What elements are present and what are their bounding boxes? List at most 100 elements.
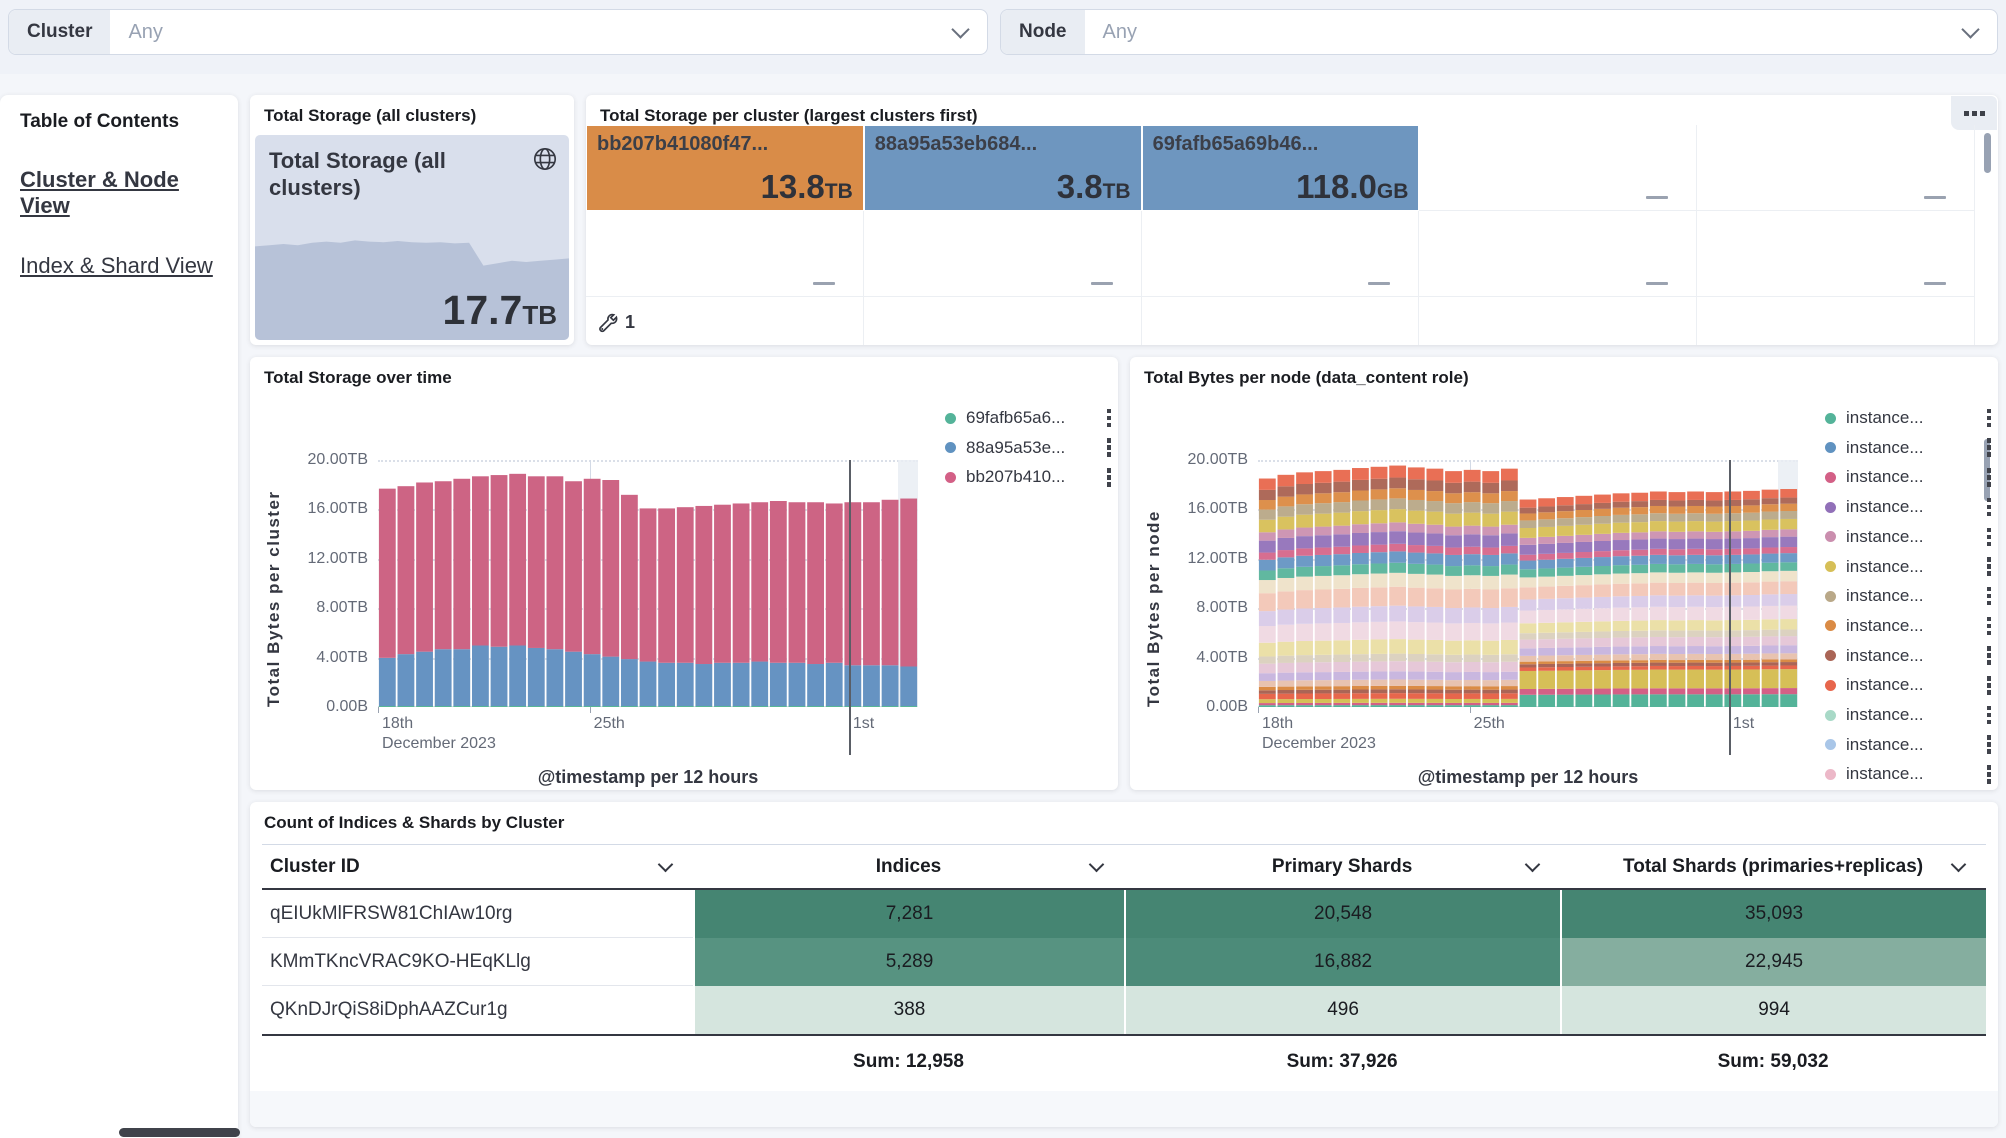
legend-label: instance... [1846,467,1924,487]
gridline [1258,460,1798,462]
cluster-id-cell: qEIUkMlFRSW81ChIAw10rg [262,890,693,938]
metric-cell: 7,281 [693,890,1124,938]
alerts-wrench-badge[interactable]: 1 [598,312,635,333]
metric-cell: 20,548 [1124,890,1561,938]
legend-item[interactable]: instance... [1825,615,1991,637]
sort-chevron-icon [1950,856,1967,872]
treemap-tile-value: 13.8TB [761,168,853,206]
x-axis-tick-label: 1st [1732,715,1755,732]
legend-label: instance... [1846,556,1924,576]
legend-options-icon[interactable] [1986,408,1991,428]
empty-cell-dash-icon [1646,282,1669,285]
legend-options-icon[interactable] [1106,408,1111,428]
table-row[interactable]: QKnDJrQiS8iDphAAZCur1g 388 496 994 [262,986,1986,1034]
metric-cell: 496 [1124,986,1561,1034]
legend-item[interactable]: bb207b410... [945,466,1111,488]
y-axis-title: Total Bytes per node [1144,510,1163,707]
legend-item[interactable]: instance... [1825,407,1991,429]
table-body: qEIUkMlFRSW81ChIAw10rg 7,281 20,548 35,093 K… [262,890,1986,1036]
legend-options-icon[interactable] [1986,527,1991,547]
toc-title: Table of Contents [20,111,180,132]
vertical-scrollbar-thumb[interactable] [1984,133,1991,173]
legend-item[interactable]: instance... [1825,763,1991,785]
toc-link-cluster-node-view[interactable]: Cluster & Node View [20,167,179,218]
metric-cell: 994 [1560,986,1986,1034]
legend-item[interactable]: instance... [1825,526,1991,548]
x-axis-tick-sublabel: December 2023 [382,735,496,752]
legend-options-icon[interactable] [1986,676,1991,695]
legend-options-icon[interactable] [1986,497,1991,517]
legend-item[interactable]: instance... [1825,704,1991,726]
column-header-col2[interactable]: Primary Shards [1124,845,1560,888]
treemap-tile[interactable]: 88a95a53eb684... 3.8TB [863,125,1142,211]
treemap-tile-value-unit: GB [1376,180,1409,203]
y-axis-tick-label: 20.00TB [1187,451,1248,468]
treemap-tile-label: 69fafb65a69b46... [1152,133,1319,155]
metric-cell: 22,945 [1560,938,1986,986]
plot-area[interactable] [378,460,918,707]
legend-item[interactable]: instance... [1825,734,1991,756]
column-header-col1[interactable]: Indices [693,845,1124,888]
legend-label: instance... [1846,734,1924,754]
panel-title: Count of Indices & Shards by Cluster [264,813,565,832]
legend-color-dot [1825,412,1836,424]
treemap-empty-cell [863,211,1142,297]
legend-options-icon[interactable] [1986,586,1991,606]
legend-color-dot [1825,501,1836,513]
stacked-bars[interactable] [1258,460,1798,707]
table-row[interactable]: KMmTKncVRAC9KO-HEqKLlg 5,289 16,882 22,945 [262,938,1986,986]
legend-item[interactable]: instance... [1825,556,1991,578]
treemap-empty-cell [586,211,864,297]
legend-item[interactable]: 88a95a53e... [945,437,1111,459]
legend-label: bb207b410... [966,467,1066,487]
legend-item[interactable]: instance... [1825,496,1991,518]
table-row[interactable]: qEIUkMlFRSW81ChIAw10rg 7,281 20,548 35,093 [262,890,1986,938]
gridline [378,460,918,462]
legend-options-icon[interactable] [1106,438,1111,457]
plot-area[interactable] [1258,460,1798,707]
treemap-empty-cell [586,297,864,345]
legend-options-icon[interactable] [1986,705,1991,725]
metric-cell: 16,882 [1124,938,1561,986]
node-filter-select[interactable]: Node Any [1000,9,1998,55]
legend-item[interactable]: 69fafb65a6... [945,407,1111,429]
legend-options-icon[interactable] [1106,468,1111,487]
x-axis-tick-label: 18th [382,715,414,732]
legend-color-dot [945,412,956,424]
panel-options-icon[interactable] [1951,96,1997,130]
treemap-tile[interactable]: 69fafb65a69b46... 118.0GB [1141,125,1420,211]
legend-item[interactable]: instance... [1825,674,1991,696]
y-axis-tick-label: 20.00TB [307,451,368,468]
legend-options-icon[interactable] [1986,765,1991,784]
legend-options-icon[interactable] [1986,557,1991,576]
treemap-empty-cell [1697,297,1975,345]
legend-label: instance... [1846,764,1924,784]
legend-item[interactable]: instance... [1825,437,1991,459]
column-header-cluster-id[interactable]: Cluster ID [262,845,693,888]
horizontal-scrollbar-thumb[interactable] [119,1128,240,1137]
legend-options-icon[interactable] [1986,646,1991,665]
legend-options-icon[interactable] [1986,735,1991,754]
filter-bar: Cluster Any Node Any [0,0,2006,74]
legend-options-icon[interactable] [1986,438,1991,457]
globe-icon [533,147,557,176]
legend-item[interactable]: instance... [1825,645,1991,667]
legend-label: instance... [1846,705,1924,724]
sort-chevron-icon [1524,856,1541,872]
legend-color-dot [1825,650,1836,662]
cluster-filter-select[interactable]: Cluster Any [8,9,988,55]
legend-options-icon[interactable] [1986,616,1991,636]
treemap-tile[interactable]: bb207b41080f47... 13.8TB [586,125,864,211]
column-header-col3[interactable]: Total Shards (primaries+replicas) [1560,845,1986,888]
legend-item[interactable]: instance... [1825,585,1991,607]
legend-item[interactable]: instance... [1825,466,1991,488]
stacked-bars[interactable] [378,460,918,707]
data-table: Cluster ID Indices Primary Shards Total Sha… [262,844,1986,1088]
legend-options-icon[interactable] [1986,468,1991,487]
treemap-empty-cell [1419,211,1698,297]
cluster-id-cell: QKnDJrQiS8iDphAAZCur1g [262,986,693,1034]
treemap-tile-value-number: 118.0 [1296,168,1377,205]
toc-link-index-shard-view[interactable]: Index & Shard View [20,253,213,278]
treemap-empty-cell [864,297,1142,345]
treemap-tile-value-unit: TB [1102,180,1131,203]
